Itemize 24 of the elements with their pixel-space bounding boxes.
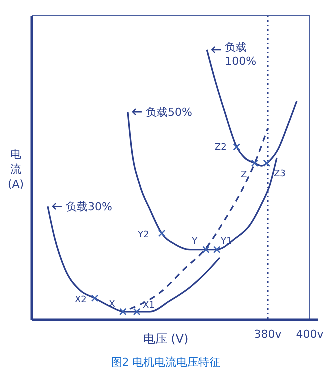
point [251, 160, 259, 168]
annotation: Z3 [274, 169, 286, 180]
annotation: X2 [74, 295, 87, 306]
point [202, 246, 210, 254]
point [213, 246, 221, 254]
text: 图2 电机电流电压特征 [111, 356, 221, 369]
legend-label: 负载50% [146, 106, 192, 120]
legend-label: 负载100% [225, 41, 257, 68]
point [119, 308, 127, 316]
y-axis-title: 电流(A) [8, 148, 24, 191]
annotation: Z2 [214, 143, 227, 154]
x-tick-label: 380v [254, 328, 282, 341]
annotation: Y2 [136, 230, 150, 241]
point [233, 144, 241, 151]
x-tick-label: 400v [296, 328, 324, 341]
annotation: Z [240, 170, 248, 180]
point [263, 160, 271, 168]
point [91, 294, 99, 302]
point [133, 308, 141, 316]
annotation: Y [191, 236, 198, 247]
annotation: X1 [142, 300, 155, 311]
x-axis-title: 电压 (V) [143, 332, 189, 346]
point [158, 230, 166, 238]
legend-label: 负载30% [66, 200, 112, 214]
